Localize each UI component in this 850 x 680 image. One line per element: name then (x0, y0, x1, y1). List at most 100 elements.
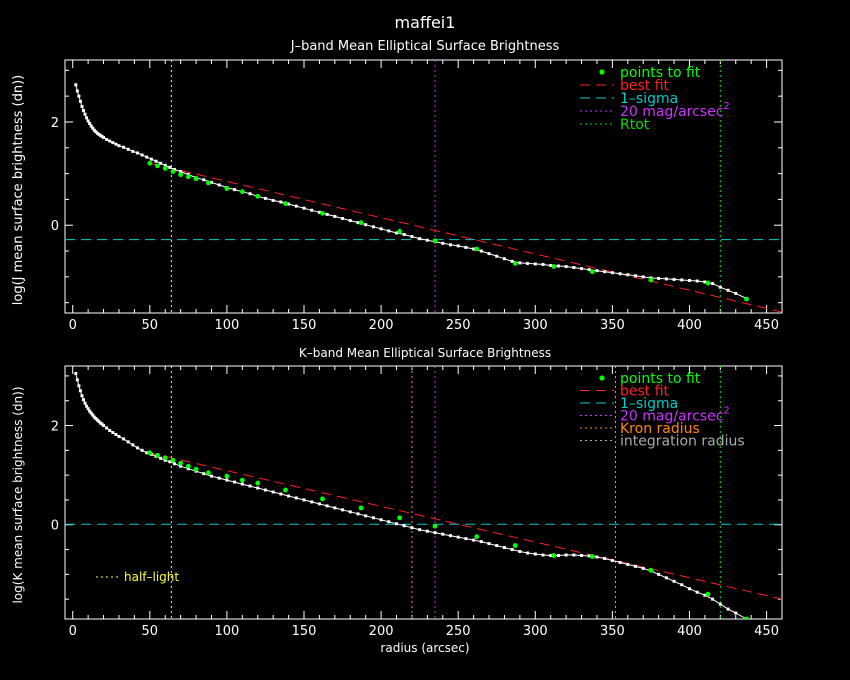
j-band-profile-point (263, 196, 267, 200)
k-band-profile-point (641, 566, 645, 570)
j-band-profile-point (140, 153, 144, 157)
k-band-fit-point (206, 470, 211, 476)
j-band-profile-point (88, 122, 92, 126)
k-band-fit-point (474, 534, 480, 540)
j-band-profile-point (279, 200, 283, 204)
j-band-profile-point (209, 180, 213, 184)
k-band-fit-point (512, 543, 518, 548)
k-band-profile-point (718, 602, 722, 606)
k-band-x-tick-label: 450 (754, 624, 779, 639)
j-band-profile-point (75, 89, 79, 93)
j-band-profile-point (510, 259, 514, 263)
k-band-profile-point (456, 535, 460, 539)
j-band-profile-point (117, 144, 121, 148)
k-band-profile-point (495, 544, 499, 548)
j-band-fit-point (206, 180, 211, 186)
j-band-profile-point (487, 252, 491, 256)
k-band-legend-label: best fit (620, 384, 670, 400)
k-band-profile-point (85, 404, 89, 408)
k-band-profile-point (294, 496, 298, 500)
j-band-profile-point (98, 133, 102, 137)
k-band-fit-point (551, 553, 557, 558)
k-band-x-tick-label: 250 (446, 624, 471, 639)
k-band-profile-point (248, 484, 252, 488)
j-band-profile-point (102, 135, 106, 139)
k-band-profile-point (240, 482, 244, 486)
k-band-profile-point (364, 514, 368, 518)
k-band-profile-point (348, 510, 352, 514)
j-band-legend-marker (599, 69, 605, 75)
j-band-profile-point (572, 266, 576, 270)
j-band-x-tick-label: 150 (292, 318, 317, 333)
k-band-profile-point (410, 526, 414, 530)
k-band-profile-point (209, 474, 213, 478)
j-band-fit-point (551, 264, 557, 269)
j-band-profile-point (341, 217, 345, 221)
j-band-profile-point (371, 225, 375, 229)
k-band-profile-point (371, 516, 375, 520)
j-band-fit-point (178, 172, 184, 178)
j-band-profile-point (91, 126, 95, 130)
j-band-profile-point (100, 134, 104, 138)
k-band-plot-area (65, 366, 782, 619)
k-band-profile-point (657, 572, 661, 576)
j-band-y-tick-label: 0 (51, 219, 59, 234)
figure-title: maffei1 (395, 13, 456, 32)
k-band-profile-point (672, 579, 676, 583)
k-band-profile-point (168, 460, 172, 464)
k-band-profile-point (664, 576, 668, 580)
j-band-profile-point (526, 261, 530, 265)
k-band-profile-point (580, 554, 584, 558)
j-band-fit-point (744, 296, 749, 302)
j-band-profile-point (114, 142, 118, 146)
j-band-profile-point (479, 249, 483, 253)
j-band-profile-point (94, 130, 98, 134)
k-band-profile-point (626, 562, 630, 566)
j-band-profile-point (618, 272, 622, 276)
j-band-profile-point (89, 124, 93, 128)
j-band-profile-point (603, 270, 607, 274)
k-band-profile-point (402, 524, 406, 528)
j-band-profile-point (657, 276, 661, 280)
k-band-profile-point (487, 542, 491, 546)
j-band-profile-point (502, 257, 506, 261)
j-band-legend-label: points to fit (620, 65, 701, 81)
k-band-profile-point (287, 494, 291, 498)
k-band-profile-point (82, 398, 86, 402)
k-band-profile-point (695, 590, 699, 594)
j-band-legend-sup: 2 (723, 101, 729, 112)
j-band-profile-point (233, 188, 237, 192)
k-band-legend-label: 20 mag/arcsec2 (620, 406, 730, 425)
j-band-profile-point (149, 157, 153, 161)
k-band-profile-point (341, 508, 345, 512)
k-band-profile-point (202, 472, 206, 476)
j-band-profile-point (664, 277, 668, 281)
k-band-profile-point (145, 451, 149, 455)
k-band-panel: K–band Mean Elliptical Surface Brightnes… (11, 346, 783, 655)
k-band-fit-point (185, 463, 191, 469)
k-band-fit-point (224, 473, 230, 479)
j-band-fit-point (185, 174, 191, 180)
k-band-legend-label: 1–sigma (620, 396, 678, 412)
k-band-profile-point (140, 448, 144, 452)
j-band-profile-point (364, 223, 368, 227)
j-band-profile-point (518, 261, 522, 265)
k-band-profile-point (634, 564, 638, 568)
k-band-profile-point (541, 553, 545, 557)
j-band-fit-point (193, 176, 199, 182)
k-band-title: K–band Mean Elliptical Surface Brightnes… (299, 346, 551, 360)
j-band-profile-point (472, 247, 476, 251)
j-band-profile-point (202, 178, 206, 182)
j-band-profile-point (387, 229, 391, 233)
j-band-profile-point (556, 264, 560, 268)
j-band-plot-frame (64, 59, 783, 314)
k-band-profile-point (126, 440, 130, 444)
k-band-fit-point (239, 477, 245, 483)
j-band-profile-point (726, 288, 730, 292)
j-band-profile-point (271, 198, 275, 202)
j-band-profile-point (418, 237, 422, 241)
j-band-profile-point (641, 275, 645, 279)
k-band-profile-point (135, 446, 139, 450)
j-band-profile-point (441, 241, 445, 245)
j-band-profile-point (83, 112, 87, 116)
